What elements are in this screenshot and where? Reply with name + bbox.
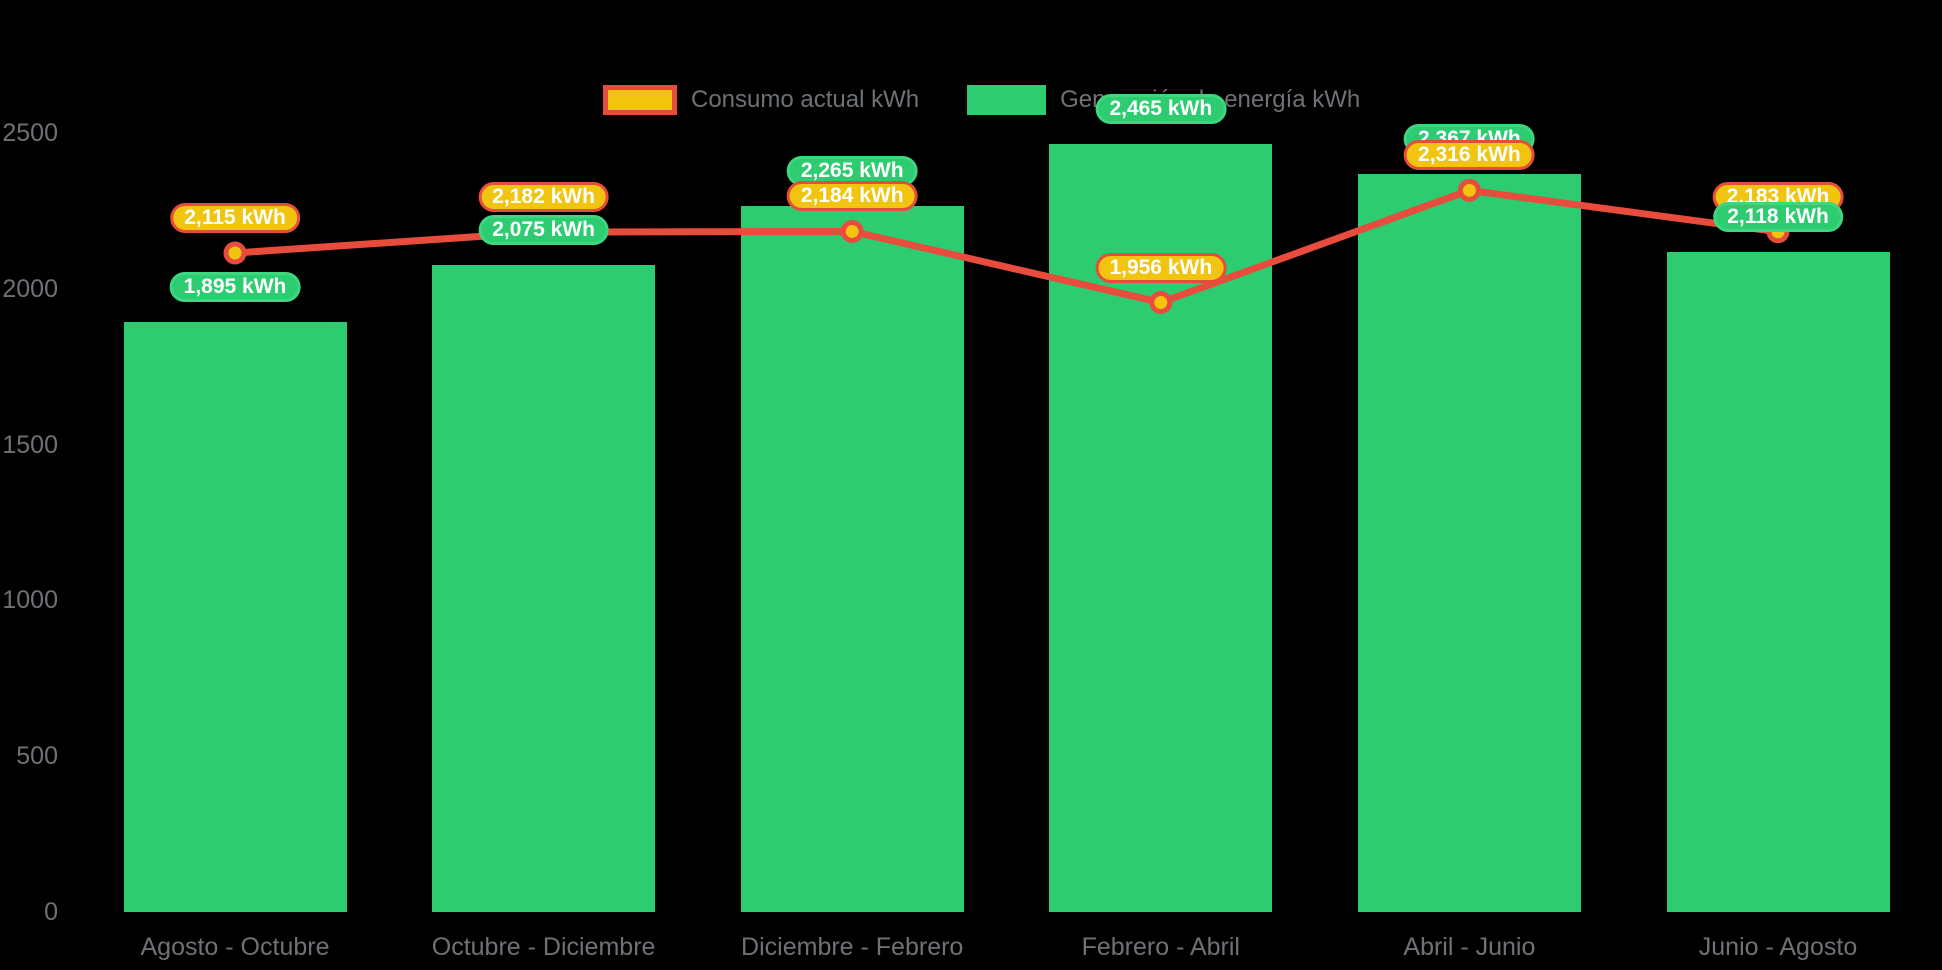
bar-1[interactable] bbox=[123, 321, 347, 912]
line-value-label-1: 2,115 kWh bbox=[170, 202, 300, 233]
bar-5[interactable] bbox=[1357, 174, 1581, 912]
line-point-4[interactable] bbox=[1149, 291, 1173, 315]
y-tick-label: 1000 bbox=[2, 586, 58, 615]
line-value-label-4: 1,956 kWh bbox=[1095, 252, 1227, 283]
legend-label-consumo: Consumo actual kWh bbox=[691, 86, 920, 113]
legend: Consumo actual kWh Generación de energía… bbox=[603, 85, 1360, 115]
x-tick-label: Febrero - Abril bbox=[1081, 933, 1240, 961]
bar-value-label-1: 1,895 kWh bbox=[169, 271, 301, 302]
bar-value-label-4: 2,465 kWh bbox=[1095, 93, 1227, 124]
y-tick-label: 0 bbox=[44, 898, 58, 926]
x-tick-label: Abril - Junio bbox=[1403, 933, 1536, 961]
x-tick-label: Octubre - Diciembre bbox=[431, 933, 656, 961]
bar-3[interactable] bbox=[740, 206, 964, 912]
bar-value-label-2: 2,075 kWh bbox=[478, 215, 609, 246]
legend-swatch-consumo-icon bbox=[603, 85, 677, 115]
x-tick-label: Agosto - Octubre bbox=[140, 933, 330, 961]
line-value-label-2: 2,182 kWh bbox=[478, 182, 609, 213]
y-tick-label: 1500 bbox=[2, 430, 58, 459]
legend-swatch-generacion-icon bbox=[967, 85, 1047, 115]
bar-value-label-6: 2,118 kWh bbox=[1713, 202, 1843, 233]
line-value-label-5: 2,316 kWh bbox=[1404, 140, 1535, 171]
bar-2[interactable] bbox=[432, 265, 656, 912]
bar-6[interactable] bbox=[1666, 252, 1890, 912]
y-tick-label: 500 bbox=[16, 742, 58, 771]
y-tick-label: 2500 bbox=[2, 119, 58, 147]
legend-item-consumo[interactable]: Consumo actual kWh bbox=[603, 85, 919, 115]
x-tick-label: Diciembre - Febrero bbox=[741, 933, 964, 961]
line-point-1[interactable] bbox=[223, 241, 247, 265]
y-tick-label: 2000 bbox=[2, 274, 58, 303]
line-point-3[interactable] bbox=[840, 219, 864, 243]
line-value-label-3: 2,184 kWh bbox=[786, 181, 918, 212]
x-tick-label: Junio - Agosto bbox=[1698, 933, 1858, 961]
line-point-5[interactable] bbox=[1457, 178, 1481, 202]
